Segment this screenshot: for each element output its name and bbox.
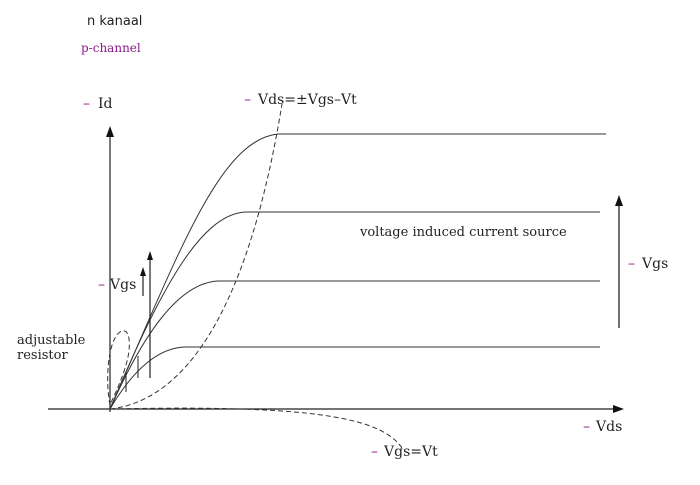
vds-axis-label: Vds [595, 419, 622, 435]
threshold-prefix: – [371, 444, 378, 460]
vgs-right-label: Vgs [641, 256, 668, 272]
curve-vgs-4 [109, 133, 606, 410]
id-prefix: – [83, 96, 90, 112]
boundary-prefix: – [244, 92, 251, 108]
n-channel-label: n kanaal [87, 14, 142, 29]
vds-prefix: – [583, 419, 590, 435]
resistor-label-line1: adjustable [17, 333, 86, 348]
up-arrow-icon [140, 267, 146, 276]
p-channel-label: p-channel [81, 41, 141, 55]
curve-vgs-3 [109, 211, 600, 410]
up-arrow-icon [615, 195, 623, 206]
vgs-left-prefix: – [98, 277, 105, 293]
resistor-label-line2: resistor [17, 348, 68, 363]
vgs-left-label: Vgs [109, 277, 136, 293]
saturation-boundary-dashed [109, 103, 283, 410]
current-source-label: voltage induced current source [359, 225, 567, 240]
id-axis-arrowhead [106, 126, 114, 137]
vds-axis-arrowhead [613, 405, 624, 413]
vgs-right-prefix: – [628, 256, 635, 272]
id-axis-label: Id [98, 96, 113, 112]
curve-vgs-2 [109, 280, 600, 410]
threshold-label: Vgs=Vt [383, 444, 438, 460]
up-arrow-icon [147, 251, 153, 260]
threshold-dashed [109, 407, 403, 449]
curve-vgs-1 [109, 346, 600, 410]
saturation-boundary-label: Vds=±Vgs–Vt [257, 92, 357, 108]
resistor-region-loop [107, 330, 130, 406]
